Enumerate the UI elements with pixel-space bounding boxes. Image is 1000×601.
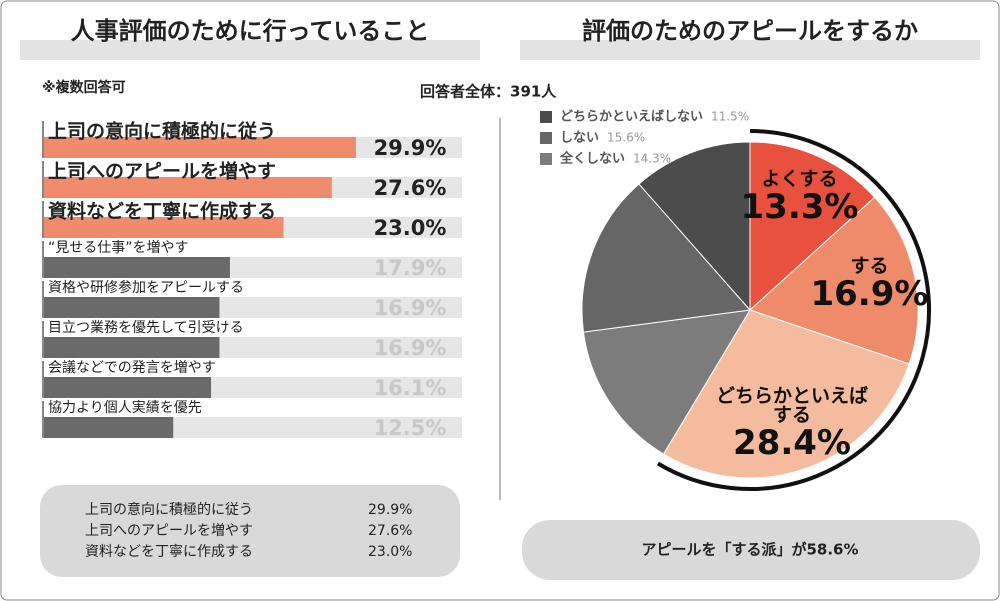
value-label: 27.6% [374,176,447,200]
bar [42,137,356,158]
slice-value: 13.3% [740,187,859,228]
slice-label: どちらかといえばする 28.4% [707,384,877,464]
category-label: 協力より個人実績を優先 [48,400,202,416]
legend-swatch [540,132,552,144]
legend-value: 11.5% [711,110,749,124]
value-label: 16.9% [374,296,447,320]
category-label: 資料などを丁寧に作成する [48,200,276,223]
summary-box [40,485,460,577]
left-title: 人事評価のために行っていること [71,17,430,45]
legend-swatch [540,111,552,123]
pie-slice [582,309,751,455]
slice-label: する 16.9% [784,255,954,315]
summary-value: 29.9% [368,502,412,518]
summary-value: 27.6% [368,523,412,539]
right-title: 評価のためのアピールをするか [582,17,918,45]
slice-value: 16.9% [810,274,929,315]
note: ※複数回答可 [42,79,126,96]
bar [42,377,212,398]
legend-label: しない [560,131,599,146]
summary-text: アピールを「する派」が58.6% [641,541,858,559]
category-label: 目立つ業務を優先して引受ける [48,320,244,336]
summary-label: 上司へのアピールを増やす [85,523,253,539]
value-label: 16.1% [374,376,447,400]
summary-box [522,520,980,580]
category-label: “見せる仕事”を増やす [48,240,189,256]
value-label: 17.9% [374,256,447,280]
title-band [520,40,980,60]
legend-value: 15.6% [607,131,645,145]
highlight-arc [656,129,931,491]
title-band [20,40,480,60]
pie-slice [749,196,919,365]
pie-slice [581,183,751,333]
legend-label: どちらかといえばしない [560,110,703,125]
bar [42,417,174,438]
pie-slice [638,141,751,312]
legend-value: 14.3% [633,152,671,166]
value-label: 12.5% [374,416,447,440]
subtitle: 回答者全体：391人 [420,83,557,101]
bar [42,257,230,278]
summary-value: 23.0% [368,544,412,560]
slice-name: どちらかといえばする [716,384,869,427]
bar [42,337,220,358]
bar [42,217,284,238]
value-label: 29.9% [374,136,447,160]
legend-label: 全くしない [559,151,625,167]
bar [42,177,332,198]
category-label: 上司へのアピールを増やす [48,160,276,183]
category-label: 会議などでの発言を増やす [48,359,216,376]
category-label: 上司の意向に積極的に従う [48,120,276,143]
slice-value: 28.4% [733,423,852,464]
summary-label: 上司の意向に積極的に従う [85,501,253,518]
pie-slice [749,141,876,312]
summary-label: 資料などを丁寧に作成する [85,543,253,560]
category-label: 資格や研修参加をアピールする [48,279,244,296]
value-label: 23.0% [374,216,447,240]
bar [42,297,220,318]
value-label: 16.9% [374,336,447,360]
slice-name: よくする [761,168,838,191]
legend-swatch [540,153,552,165]
slice-label: よくする 13.3% [715,168,885,228]
slice-name: する [850,255,889,278]
